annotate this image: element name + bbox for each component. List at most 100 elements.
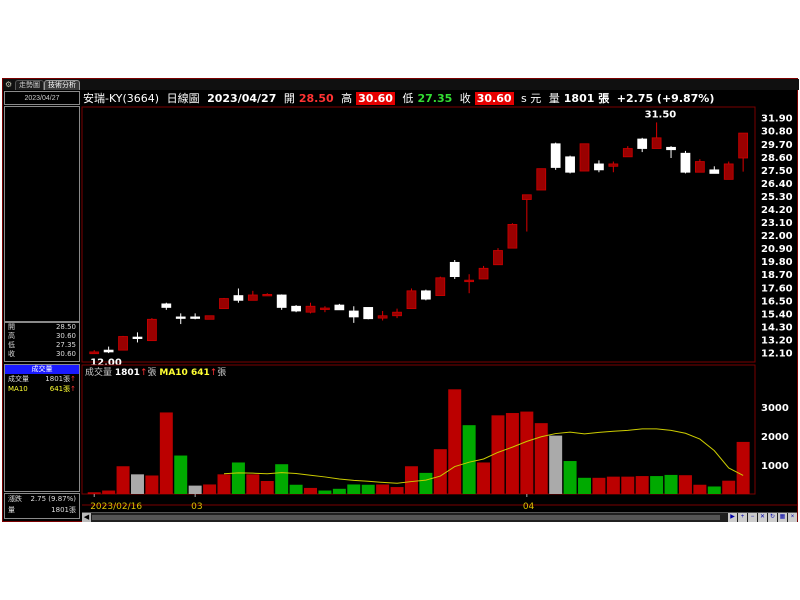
stock-name: 安瑞-KY(3664) [83,92,160,105]
high-value: 30.60 [356,92,395,105]
volume-bar [678,475,692,494]
price-tick-label: 13.20 [761,335,793,346]
scroll-left-icon[interactable]: ◀ [82,513,91,522]
volume-bar [231,462,245,494]
candle-body [334,304,345,311]
volume-bar [635,476,649,494]
candle-body [348,310,359,318]
tab-intraday[interactable]: 走勢圖 [15,80,44,90]
candle-body [550,143,561,168]
volume-bar [145,475,159,494]
candle-body [723,163,734,180]
volume-bar [578,477,591,494]
volume-bar [130,474,144,494]
volume-bar [304,487,318,494]
volume-value: 1801 張 [563,92,610,105]
change-box: 漲跌 2.75 (9.87%) 量 1801張 [4,493,80,519]
candle-body [435,277,446,296]
candle-body [695,161,705,173]
ohlc-box: 開 28.50 高 30.60 低 27.35 收 30.60 [4,322,80,362]
candle-body [233,295,244,301]
price-tick-label: 29.70 [761,140,793,151]
period-label[interactable]: 日線圖 [166,92,200,105]
low-value: 27.35 [417,92,453,105]
candle-body [276,294,287,308]
quote-header: 安瑞-KY(3664) 日線圖 2023/04/27 開 28.50 高 30.60… [83,92,715,105]
price-tick-label: 26.40 [761,179,793,190]
quote-date: 2023/04/27 [207,92,277,105]
volume-bar [491,415,505,494]
close-icon[interactable]: × [788,513,797,522]
zoom-in-icon[interactable]: + [738,513,747,522]
volume-bar [477,462,491,494]
volume-bar [174,455,188,494]
close-value: 30.60 [474,92,514,105]
candle-body [608,163,619,167]
volume-bar [260,480,274,494]
volume-bar [159,412,173,494]
price-tick-label: 27.50 [761,166,793,177]
candle-body [118,336,128,351]
gear-icon[interactable]: ⚙ [5,80,13,89]
volume-bar [563,461,577,494]
candle-body [579,143,590,172]
x-tick-label: 03 [191,502,202,512]
volume-bar [433,449,447,494]
candle-body [521,194,532,200]
candle-body [161,303,172,308]
grid-icon[interactable]: ▦ [778,513,787,522]
candle-body [247,294,258,301]
candle-body [132,336,143,339]
zoom-out-icon[interactable]: − [748,513,757,522]
tab-technical[interactable]: 技術分析 [44,80,80,90]
volume-frame-border [81,364,756,495]
candle-body [421,290,431,300]
high-annotation: 31.50 [645,109,677,120]
volume-bar [188,485,202,494]
volume-bar [722,480,736,494]
candle-body [738,132,749,159]
price-tick-label: 28.60 [761,153,793,164]
volume-bar [592,477,606,494]
volume-row: 成交量 1801張↑ [8,375,76,383]
volume-bar [318,490,332,494]
volume-bar [707,486,721,494]
volume-box: 成交量 成交量 1801張↑ MA10 641張↑ [4,364,80,492]
volume-header[interactable]: 成交量 [5,365,79,374]
candle-body [709,169,720,174]
scroll-track[interactable] [92,515,720,520]
candle-body [651,137,662,149]
volume-bar [520,411,534,494]
chart-canvas: 12.10 13.20 14.30 15.40 16.50 17.60 18.70 19.80… [81,106,797,512]
candle-body [89,351,100,355]
candle-body [103,349,114,353]
volume-bar [289,484,303,494]
volume-bar [332,488,346,494]
volume-bar [736,441,750,494]
candle-body [594,163,604,171]
cross-icon[interactable]: ✕ [758,513,767,522]
x-tick-label: 04 [523,502,535,512]
volume-tick-label: 1000 [761,461,789,472]
price-pane: 12.10 13.20 14.30 15.40 16.50 17.60 18.70 19.80… [81,106,793,369]
volume-bar [361,484,375,494]
chart-scrollbar[interactable]: ◀ ▶ + − ✕ ↻ ▦ × [82,512,797,522]
price-tick-label: 20.90 [761,244,793,255]
price-tick-label: 25.30 [761,192,793,203]
up-arrow-icon: ↑ [70,385,76,393]
scroll-right-icon[interactable]: ▶ [728,513,737,522]
left-date: 2023/04/27 [4,91,80,105]
volume-bar [693,484,707,494]
volume-bar [650,476,664,494]
left-blank-panel [4,106,80,322]
volume-bar [534,423,548,494]
volume-total-row: 量 1801張 [8,506,76,514]
volume-bar [217,474,231,494]
volume-bar [102,490,116,494]
ma10-line [223,428,744,484]
candle-body [377,315,388,319]
refresh-icon[interactable]: ↻ [768,513,777,522]
price-tick-label: 14.30 [761,322,793,333]
volume-bar [376,484,390,494]
change-value: +2.75 (+9.87%) [616,92,715,105]
